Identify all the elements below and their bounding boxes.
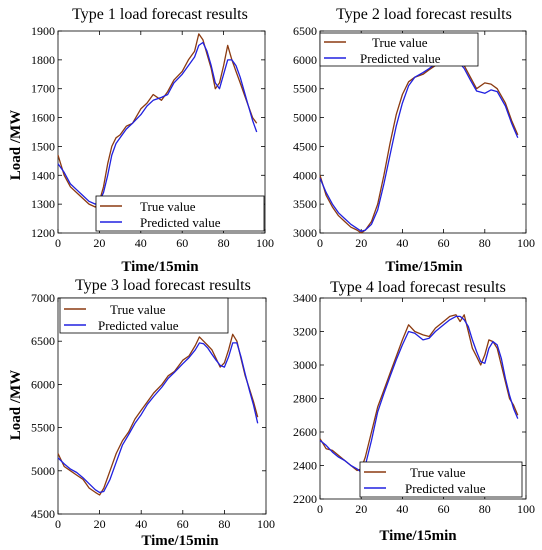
legend: True value Predicted value: [59, 297, 229, 334]
x-tick-label: 100: [257, 517, 275, 531]
legend-label-pred: Predicted value: [405, 481, 486, 496]
y-tick-label: 3000: [293, 226, 317, 240]
x-tick-label: 20: [355, 502, 367, 516]
chart-title: Type 4 load forecast results: [330, 279, 506, 296]
chart-panel-3: Type 3 load forecast results Load /MW Ti…: [8, 277, 275, 549]
y-axis-label: Load /MW: [8, 110, 24, 180]
y-tick-label: 3400: [293, 291, 317, 305]
y-tick-label: 2800: [293, 392, 317, 406]
y-tick-label: 3000: [293, 358, 317, 372]
x-tick-label: 100: [517, 502, 535, 516]
series-line-pred: [57, 342, 259, 494]
chart-title: Type 1 load forecast results: [72, 6, 248, 23]
x-tick-label: 100: [256, 236, 274, 250]
series-line-true: [319, 53, 519, 234]
legend-label-true: True value: [110, 302, 166, 317]
series-line-true: [57, 333, 259, 496]
x-tick-label: 0: [317, 236, 323, 250]
y-tick-label: 1300: [31, 197, 55, 211]
legend: True value Predicted value: [95, 195, 265, 232]
x-axis-label: Time/15min: [141, 533, 219, 549]
chart-panel-1: Type 1 load forecast results Load /MW Ti…: [8, 6, 274, 275]
y-tick-label: 1900: [31, 24, 55, 38]
x-tick-label: 80: [479, 502, 491, 516]
y-tick-label: 1400: [31, 168, 55, 182]
x-tick-label: 20: [93, 236, 105, 250]
y-tick-label: 1700: [31, 82, 55, 96]
y-tick-label: 1200: [31, 226, 55, 240]
legend-box: [359, 461, 523, 498]
legend-label-true: True value: [410, 465, 466, 480]
x-tick-label: 60: [438, 236, 450, 250]
y-tick-label: 1500: [31, 139, 55, 153]
legend-box: [95, 195, 265, 232]
y-tick-label: 1600: [31, 111, 55, 125]
x-tick-label: 60: [438, 502, 450, 516]
legend-label-pred: Predicted value: [98, 318, 179, 333]
y-tick-label: 6000: [31, 377, 55, 391]
x-tick-label: 20: [94, 517, 106, 531]
legend-box: [59, 297, 229, 334]
x-tick-label: 40: [135, 517, 147, 531]
x-axis-label: Time/15min: [121, 259, 199, 275]
series-line-pred: [319, 315, 519, 473]
plot-frame: [57, 297, 267, 515]
y-tick-label: 6000: [293, 53, 317, 67]
y-tick-label: 2600: [293, 425, 317, 439]
plot-area: 0 20 40 60 80 100 4500 5000 5500 6000 6500 7000: [31, 291, 275, 531]
y-tick-label: 4500: [293, 139, 317, 153]
x-tick-label: 0: [317, 502, 323, 516]
x-tick-label: 0: [55, 236, 61, 250]
x-tick-label: 40: [135, 236, 147, 250]
x-axis-label: Time/15min: [385, 259, 463, 275]
x-tick-label: 40: [396, 236, 408, 250]
y-axis-label: Load /MW: [8, 370, 24, 440]
x-tick-label: 100: [517, 236, 535, 250]
chart-title: Type 2 load forecast results: [336, 6, 512, 23]
y-tick-label: 3200: [293, 325, 317, 339]
legend: True value Predicted value: [319, 32, 479, 67]
x-tick-label: 80: [218, 517, 230, 531]
x-tick-label: 80: [479, 236, 491, 250]
x-axis-label: Time/15min: [379, 528, 457, 544]
x-tick-label: 20: [355, 236, 367, 250]
y-tick-label: 2200: [293, 492, 317, 506]
y-tick-label: 4000: [293, 168, 317, 182]
y-tick-label: 2400: [293, 459, 317, 473]
y-tick-label: 5500: [31, 421, 55, 435]
series-line-pred: [319, 56, 519, 232]
y-tick-label: 6500: [31, 334, 55, 348]
legend-label-pred: Predicted value: [140, 215, 221, 230]
x-tick-label: 0: [55, 517, 61, 531]
legend-box: [319, 32, 479, 67]
legend-label-pred: Predicted value: [360, 51, 441, 66]
y-tick-label: 5500: [293, 82, 317, 96]
y-tick-label: 5000: [293, 111, 317, 125]
y-tick-label: 7000: [31, 291, 55, 305]
legend-label-true: True value: [372, 35, 428, 50]
x-tick-label: 60: [176, 236, 188, 250]
x-tick-label: 80: [218, 236, 230, 250]
y-tick-label: 6500: [293, 24, 317, 38]
y-tick-label: 5000: [31, 464, 55, 478]
legend-label-true: True value: [140, 199, 196, 214]
y-tick-label: 3500: [293, 197, 317, 211]
chart-panel-4: Type 4 load forecast results Time/15min …: [293, 279, 535, 544]
x-tick-label: 40: [396, 502, 408, 516]
chart-panel-2: Type 2 load forecast results Time/15min …: [293, 6, 535, 275]
chart-title: Type 3 load forecast results: [75, 277, 251, 294]
y-tick-label: 1800: [31, 53, 55, 67]
y-tick-label: 4500: [31, 507, 55, 521]
x-tick-label: 60: [177, 517, 189, 531]
legend: True value Predicted value: [359, 461, 523, 498]
